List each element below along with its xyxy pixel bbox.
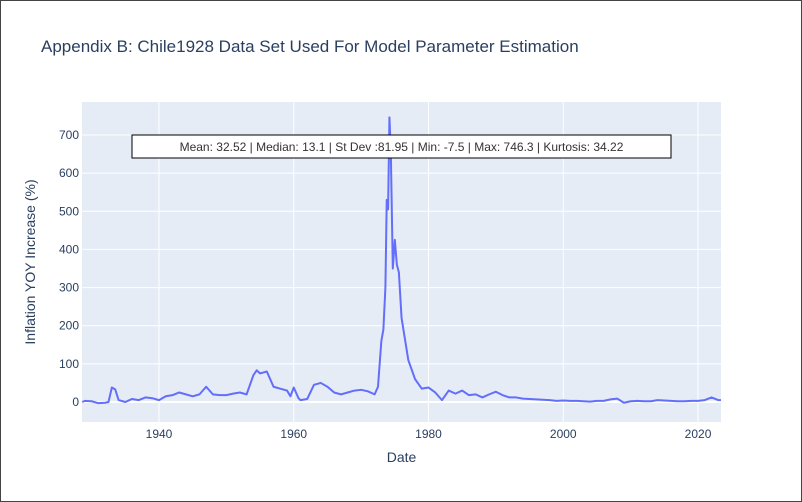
line-series xyxy=(81,116,721,405)
y-axis-label: Inflation YOY Increase (%) xyxy=(22,179,38,344)
x-tick-label: 1980 xyxy=(415,427,442,441)
y-tick-label: 400 xyxy=(59,242,79,256)
x-tick-label: 1940 xyxy=(146,427,173,441)
y-tick-label: 500 xyxy=(59,204,79,218)
annotation-box xyxy=(131,134,672,159)
y-tick-label: 0 xyxy=(72,395,79,409)
x-tick-label: 1960 xyxy=(280,427,307,441)
chart-title: Appendix B: Chile1928 Data Set Used For … xyxy=(41,37,579,56)
annotation: Mean: 32.52 | Median: 13.1 | St Dev :81.… xyxy=(180,140,624,154)
y-tick-label: 300 xyxy=(59,281,79,295)
y-tick-label: 700 xyxy=(59,128,79,142)
x-tick-label: 2000 xyxy=(550,427,577,441)
y-tick-label: 200 xyxy=(59,319,79,333)
y-tick-label: 600 xyxy=(59,166,79,180)
x-axis-label: Date xyxy=(387,449,417,465)
marks xyxy=(81,116,721,405)
y-tick-label: 100 xyxy=(59,357,79,371)
x-tick-label: 2020 xyxy=(685,427,712,441)
